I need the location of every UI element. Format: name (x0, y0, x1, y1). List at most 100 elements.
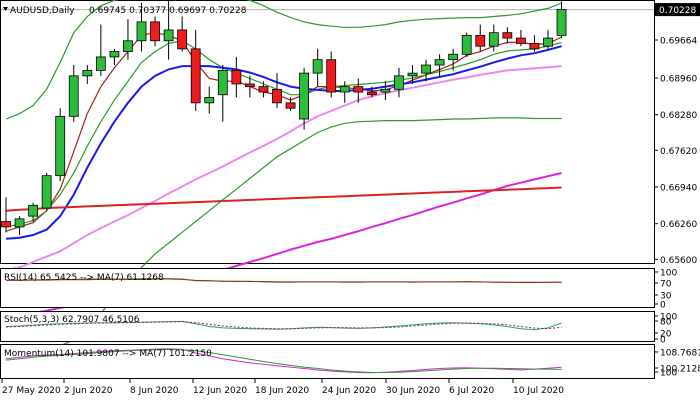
y-tick-label: 0.69664 (660, 37, 697, 47)
momentum-panel-frame (0, 344, 655, 379)
stochastic-indicator (5, 320, 562, 331)
chart-header-triangle-icon (3, 7, 8, 11)
bear-candle (231, 70, 242, 85)
rsi-panel-frame (0, 268, 655, 308)
bull-candle (82, 70, 93, 77)
bear-candle (244, 83, 255, 88)
momentum-indicator (5, 348, 562, 374)
y-tick-label: 0 (660, 336, 666, 346)
momentum-label: Momentum(14) 101.9807 --> MA(7) 101.2150 (4, 349, 212, 359)
y-tick-label: 70 (660, 280, 672, 290)
bull-candle (123, 40, 133, 52)
bull-candle (68, 75, 79, 117)
y-tick-label: 30 (660, 292, 672, 302)
red_ma-line (5, 186, 562, 212)
x-tick-label: 10 Jul 2020 (513, 386, 564, 396)
bear-candle (272, 88, 282, 104)
pink_ma-line (5, 65, 562, 272)
bull-candle (556, 9, 567, 36)
bear-candle (285, 102, 296, 109)
bull-candle (434, 59, 445, 66)
price-y-axis: 0.69664 0.68960 0.68280 0.67620 0.66940 0.662… (654, 37, 697, 266)
sma_mid-line (5, 40, 562, 228)
rsi_ma-line (6, 278, 562, 283)
bull-candle (28, 204, 39, 217)
bear-candle (502, 32, 513, 39)
bull-candle (109, 51, 120, 58)
bear-candle (1, 221, 11, 228)
blue_ma-line (5, 45, 562, 240)
x-tick-label: 27 May 2020 (2, 386, 61, 396)
bull-candle (163, 29, 174, 42)
y-tick-label: 0.66940 (660, 183, 697, 193)
bear-candle (258, 86, 269, 93)
y-tick-label: 108.7681 (660, 349, 700, 359)
bull-candle (55, 115, 66, 177)
x-tick-label: 8 Jun 2020 (130, 386, 179, 396)
y-tick-label: 100.2128 (660, 365, 700, 375)
bull-candle (41, 175, 52, 209)
y-tick-label: 0.66260 (660, 220, 697, 230)
x-tick-label: 2 Jun 2020 (64, 386, 113, 396)
bull-candle (380, 88, 391, 93)
bear-candle (366, 91, 377, 96)
bull-candle (14, 218, 25, 228)
x-tick-label: 24 Jun 2020 (322, 386, 376, 396)
x-tick-label: 6 Jul 2020 (449, 386, 494, 396)
bear-candle (529, 43, 540, 50)
bull-candle (217, 70, 228, 96)
bull-candle (543, 37, 553, 47)
current-price-badge: 0.70228 (655, 3, 700, 17)
y-tick-label: 0.65600 (660, 256, 697, 266)
bear-candle (150, 21, 160, 42)
y-tick-label: 100 (660, 269, 677, 279)
current-price-value: 0.70228 (659, 6, 696, 16)
bull-candle (312, 59, 323, 74)
y-tick-label: 0 (660, 301, 666, 311)
y-tick-label: 80 (660, 318, 672, 328)
bull-candle (488, 32, 499, 47)
rsi-label: RSI(14) 65.5425 --> MA(7) 61.1268 (4, 273, 164, 283)
bull-candle (407, 72, 418, 77)
stoch-label: Stoch(5,3,3) 62.7907 46.5106 (4, 315, 140, 325)
bear-candle (190, 48, 201, 104)
bear-candle (177, 29, 188, 50)
chart-header-ohlc: 0.69745 0.70377 0.69697 0.70228 (89, 6, 247, 16)
chart-header-symbol: AUDUSD,Daily (10, 6, 75, 16)
bull-candle (394, 75, 404, 90)
momentum-line (5, 348, 562, 374)
bull-candle (421, 64, 431, 74)
y-tick-label: 0.68960 (660, 75, 697, 85)
bull-candle (136, 21, 147, 42)
bear-candle (475, 34, 486, 47)
x-tick-label: 12 Jun 2020 (193, 386, 247, 396)
sma_short-line (5, 32, 562, 232)
bear-candle (516, 37, 526, 44)
y-tick-label: 100 (660, 313, 677, 323)
date-x-axis: 27 May 2020 2 Jun 2020 8 Jun 2020 12 Jun 20… (1, 379, 564, 396)
y-tick-label: 100 (660, 369, 677, 379)
candlestick-series (1, 0, 567, 236)
rsi-indicator (6, 278, 562, 284)
x-tick-label: 18 Jun 2020 (255, 386, 309, 396)
bear-candle (326, 59, 337, 93)
y-tick-label: 0.67620 (660, 147, 697, 157)
momentum_ma-line (5, 348, 562, 373)
bull-candle (95, 56, 106, 71)
stoch_d-line (5, 321, 562, 330)
bull-candle (204, 97, 215, 104)
stoch-panel-frame (0, 311, 655, 342)
y-tick-label: 20 (660, 330, 672, 340)
bollinger-line (5, 0, 562, 120)
bear-candle (353, 86, 364, 93)
bull-candle (448, 53, 459, 61)
bull-candle (339, 86, 350, 93)
bull-candle (461, 34, 472, 55)
x-tick-label: 30 Jun 2020 (386, 386, 440, 396)
y-tick-label: 0.68280 (660, 111, 697, 121)
bull-candle (299, 72, 310, 120)
